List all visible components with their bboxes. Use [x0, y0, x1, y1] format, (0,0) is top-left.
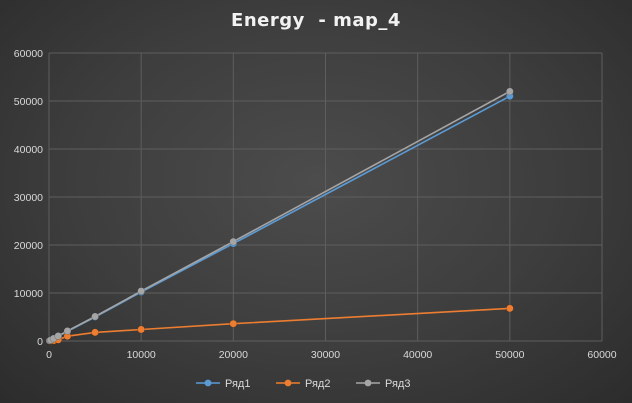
x-tick-label: 40000	[403, 349, 432, 361]
data-point	[137, 287, 146, 295]
legend-label: Ряд1	[225, 378, 250, 390]
y-tick-label: 50000	[14, 96, 43, 108]
y-tick-label: 60000	[14, 48, 43, 60]
x-tick-label: 20000	[219, 349, 248, 361]
chart-title: Energy - map_4	[231, 10, 401, 31]
series-line-3	[49, 90, 511, 342]
y-tick-label: 20000	[14, 240, 43, 252]
x-tick-label: 10000	[127, 349, 156, 361]
x-tick-label: 50000	[495, 349, 524, 361]
legend-marker	[204, 379, 212, 387]
y-tick-label: 30000	[14, 192, 43, 204]
data-point	[54, 332, 63, 340]
y-tick-label: 0	[37, 336, 43, 348]
data-point	[505, 87, 514, 96]
data-point	[91, 328, 99, 337]
data-point	[63, 327, 72, 335]
data-point	[229, 319, 238, 328]
legend-marker	[284, 379, 292, 387]
y-tick-label: 40000	[14, 144, 43, 156]
data-point	[229, 237, 238, 246]
data-point	[91, 312, 99, 321]
data-point	[137, 325, 146, 334]
x-tick-label: 60000	[587, 349, 616, 361]
x-tick-label: 30000	[311, 349, 340, 361]
legend-marker	[364, 379, 372, 387]
x-tick-label: 0	[46, 349, 52, 361]
data-point	[505, 304, 514, 313]
legend-label: Ряд3	[385, 378, 410, 390]
series-line-2	[49, 307, 510, 342]
y-tick-label: 10000	[14, 288, 43, 300]
legend-label: Ряд2	[305, 378, 330, 390]
